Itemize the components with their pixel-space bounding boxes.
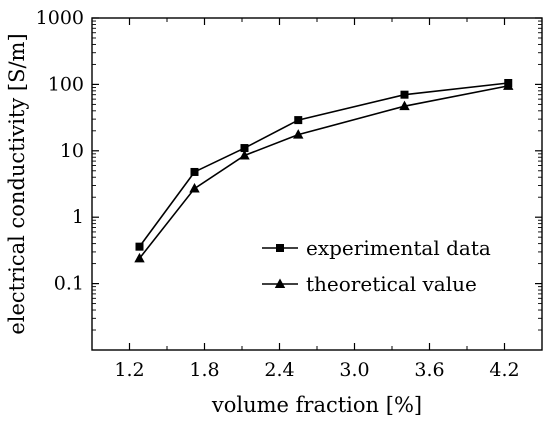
data-point bbox=[134, 252, 145, 263]
x-tick-label: 1.2 bbox=[114, 359, 144, 381]
plot-frame bbox=[91, 17, 543, 351]
data-point bbox=[399, 100, 410, 111]
plot-area bbox=[91, 17, 543, 351]
x-tick-label: 4.2 bbox=[489, 359, 519, 381]
series-layer bbox=[134, 78, 514, 263]
data-point bbox=[400, 90, 409, 99]
data-point bbox=[294, 116, 303, 125]
y-tick-label: 100 bbox=[48, 73, 84, 95]
data-point bbox=[135, 242, 144, 251]
series-line bbox=[138, 82, 509, 248]
data-point bbox=[189, 183, 200, 193]
x-axis-title: volume fraction [%] bbox=[211, 393, 422, 417]
series-line bbox=[138, 85, 509, 259]
legend-marker bbox=[276, 244, 284, 252]
legend-label: experimental data bbox=[306, 236, 491, 260]
data-point bbox=[190, 167, 199, 176]
data-point bbox=[239, 149, 250, 160]
legend-label: theoretical value bbox=[306, 272, 477, 296]
legend: experimental data theoretical value bbox=[262, 236, 491, 296]
y-tick-label: 10 bbox=[60, 140, 84, 162]
axis-ticks: 1.2 1.8 2.4 3.0 3.6 4.2 0.1 1 10 100 1000 bbox=[36, 7, 543, 381]
x-tick-label: 1.8 bbox=[189, 359, 219, 381]
legend-item: experimental data bbox=[262, 236, 491, 260]
y-tick-label: 1 bbox=[72, 206, 84, 228]
legend-item: theoretical value bbox=[262, 272, 477, 296]
x-tick-label: 2.4 bbox=[264, 359, 294, 381]
x-tick-label: 3.0 bbox=[339, 359, 369, 381]
data-point bbox=[503, 80, 514, 90]
series-theoretical bbox=[134, 80, 514, 263]
y-axis-title: electrical conductivity [S/m] bbox=[5, 33, 29, 334]
legend-marker bbox=[274, 278, 286, 288]
series-experimental bbox=[135, 78, 513, 251]
y-tick-label: 1000 bbox=[36, 7, 84, 29]
data-point bbox=[293, 129, 304, 139]
x-tick-label: 3.6 bbox=[414, 359, 444, 381]
y-tick-label: 0.1 bbox=[54, 273, 84, 295]
data-point bbox=[240, 144, 249, 153]
